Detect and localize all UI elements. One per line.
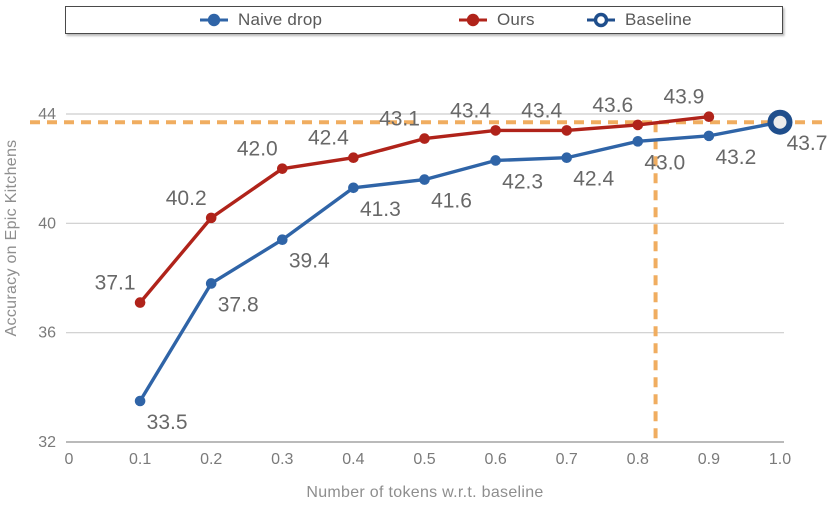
data-point-ours [134, 297, 146, 308]
x-axis-title: Number of tokens w.r.t. baseline [306, 484, 543, 501]
data-label-ours: 42.4 [308, 127, 349, 150]
y-axis-title: Accuracy on Epic Kitchens [3, 140, 20, 337]
data-point-ours [703, 111, 715, 123]
x-tick-label: 0.1 [129, 451, 151, 468]
data-point-naive-drop [561, 152, 572, 164]
legend-line-marker-icon [200, 13, 228, 27]
data-label-ours: 42.0 [237, 138, 278, 161]
legend-item-baseline: Baseline [586, 7, 692, 33]
legend-item-ours: Ours [458, 7, 535, 33]
legend-line-marker-icon [459, 13, 487, 27]
data-label-ours: 43.4 [450, 99, 491, 122]
series-layer: 33.5 37.8 39.4 41.3 41.6 42.3 42.4 43.0 43.2 43.7… [95, 86, 828, 434]
data-point-ours [348, 152, 359, 164]
x-tick-label: 0.4 [342, 451, 364, 468]
x-tick-label: 1.0 [769, 451, 791, 468]
data-label-ours: 40.2 [166, 187, 207, 210]
data-label-naive-drop: 37.8 [218, 293, 259, 316]
data-point-ours [490, 125, 501, 136]
data-label-naive-drop: 43.0 [644, 151, 685, 174]
data-point-ours [419, 133, 430, 144]
data-point-ours [277, 163, 288, 174]
data-point-naive-drop [205, 278, 217, 289]
x-tick-label: 0.6 [484, 451, 506, 468]
data-label-ours: 37.1 [95, 272, 136, 295]
data-point-naive-drop [277, 234, 288, 246]
data-label-ours: 43.4 [521, 99, 562, 122]
y-tick-label: 36 [38, 325, 56, 342]
legend-label: Naive drop [238, 10, 323, 29]
data-label-naive-drop: 33.5 [147, 411, 188, 434]
y-tick-label: 44 [38, 106, 56, 123]
data-label-naive-drop: 43.7 [787, 132, 828, 155]
x-tick-label: 0 [65, 451, 74, 468]
data-point-ours [632, 119, 644, 131]
data-label-naive-drop: 42.4 [573, 168, 614, 191]
y-tick-label: 32 [38, 434, 56, 451]
data-label-naive-drop: 42.3 [502, 170, 543, 193]
data-label-naive-drop: 39.4 [289, 250, 330, 273]
reference-lines-layer [30, 120, 822, 442]
legend-item-naive-drop: Naive drop [199, 7, 322, 33]
x-tick-label: 0.3 [271, 451, 293, 468]
x-tick-label: 0.8 [627, 451, 649, 468]
y-tick-label: 40 [38, 215, 56, 232]
x-tick-label: 0.7 [556, 451, 578, 468]
data-point-naive-drop [134, 395, 146, 407]
data-label-ours: 43.9 [663, 86, 704, 109]
grid-layer [66, 113, 784, 443]
legend-label: Baseline [625, 10, 692, 29]
legend: Naive drop Ours Baseline [65, 6, 783, 34]
data-point-naive-drop [490, 155, 501, 166]
data-label-naive-drop: 43.2 [715, 146, 756, 169]
data-label-naive-drop: 41.6 [431, 190, 472, 213]
data-label-naive-drop: 41.3 [360, 198, 401, 221]
x-tick-label: 0.9 [698, 451, 720, 468]
data-point-naive-drop [419, 174, 430, 185]
data-label-ours: 43.1 [379, 108, 420, 131]
data-point-naive-drop [632, 136, 644, 147]
data-point-ours [561, 125, 572, 136]
legend-open-circle-icon [587, 12, 615, 28]
data-point-ours [205, 212, 217, 224]
legend-label: Ours [497, 10, 535, 29]
x-tick-label: 0.5 [413, 451, 435, 468]
baseline-marker [767, 109, 793, 135]
series-line-naive-drop [138, 120, 782, 403]
x-tick-label: 0.2 [200, 451, 222, 468]
data-point-naive-drop [348, 182, 359, 194]
tick-labels-layer: 32 36 40 44 0 0.1 0.2 0.3 0.4 0.5 0.6 0.7 0.8 0.9 1.0 [38, 106, 791, 468]
data-point-naive-drop [703, 130, 715, 142]
data-label-ours: 43.6 [592, 94, 633, 117]
